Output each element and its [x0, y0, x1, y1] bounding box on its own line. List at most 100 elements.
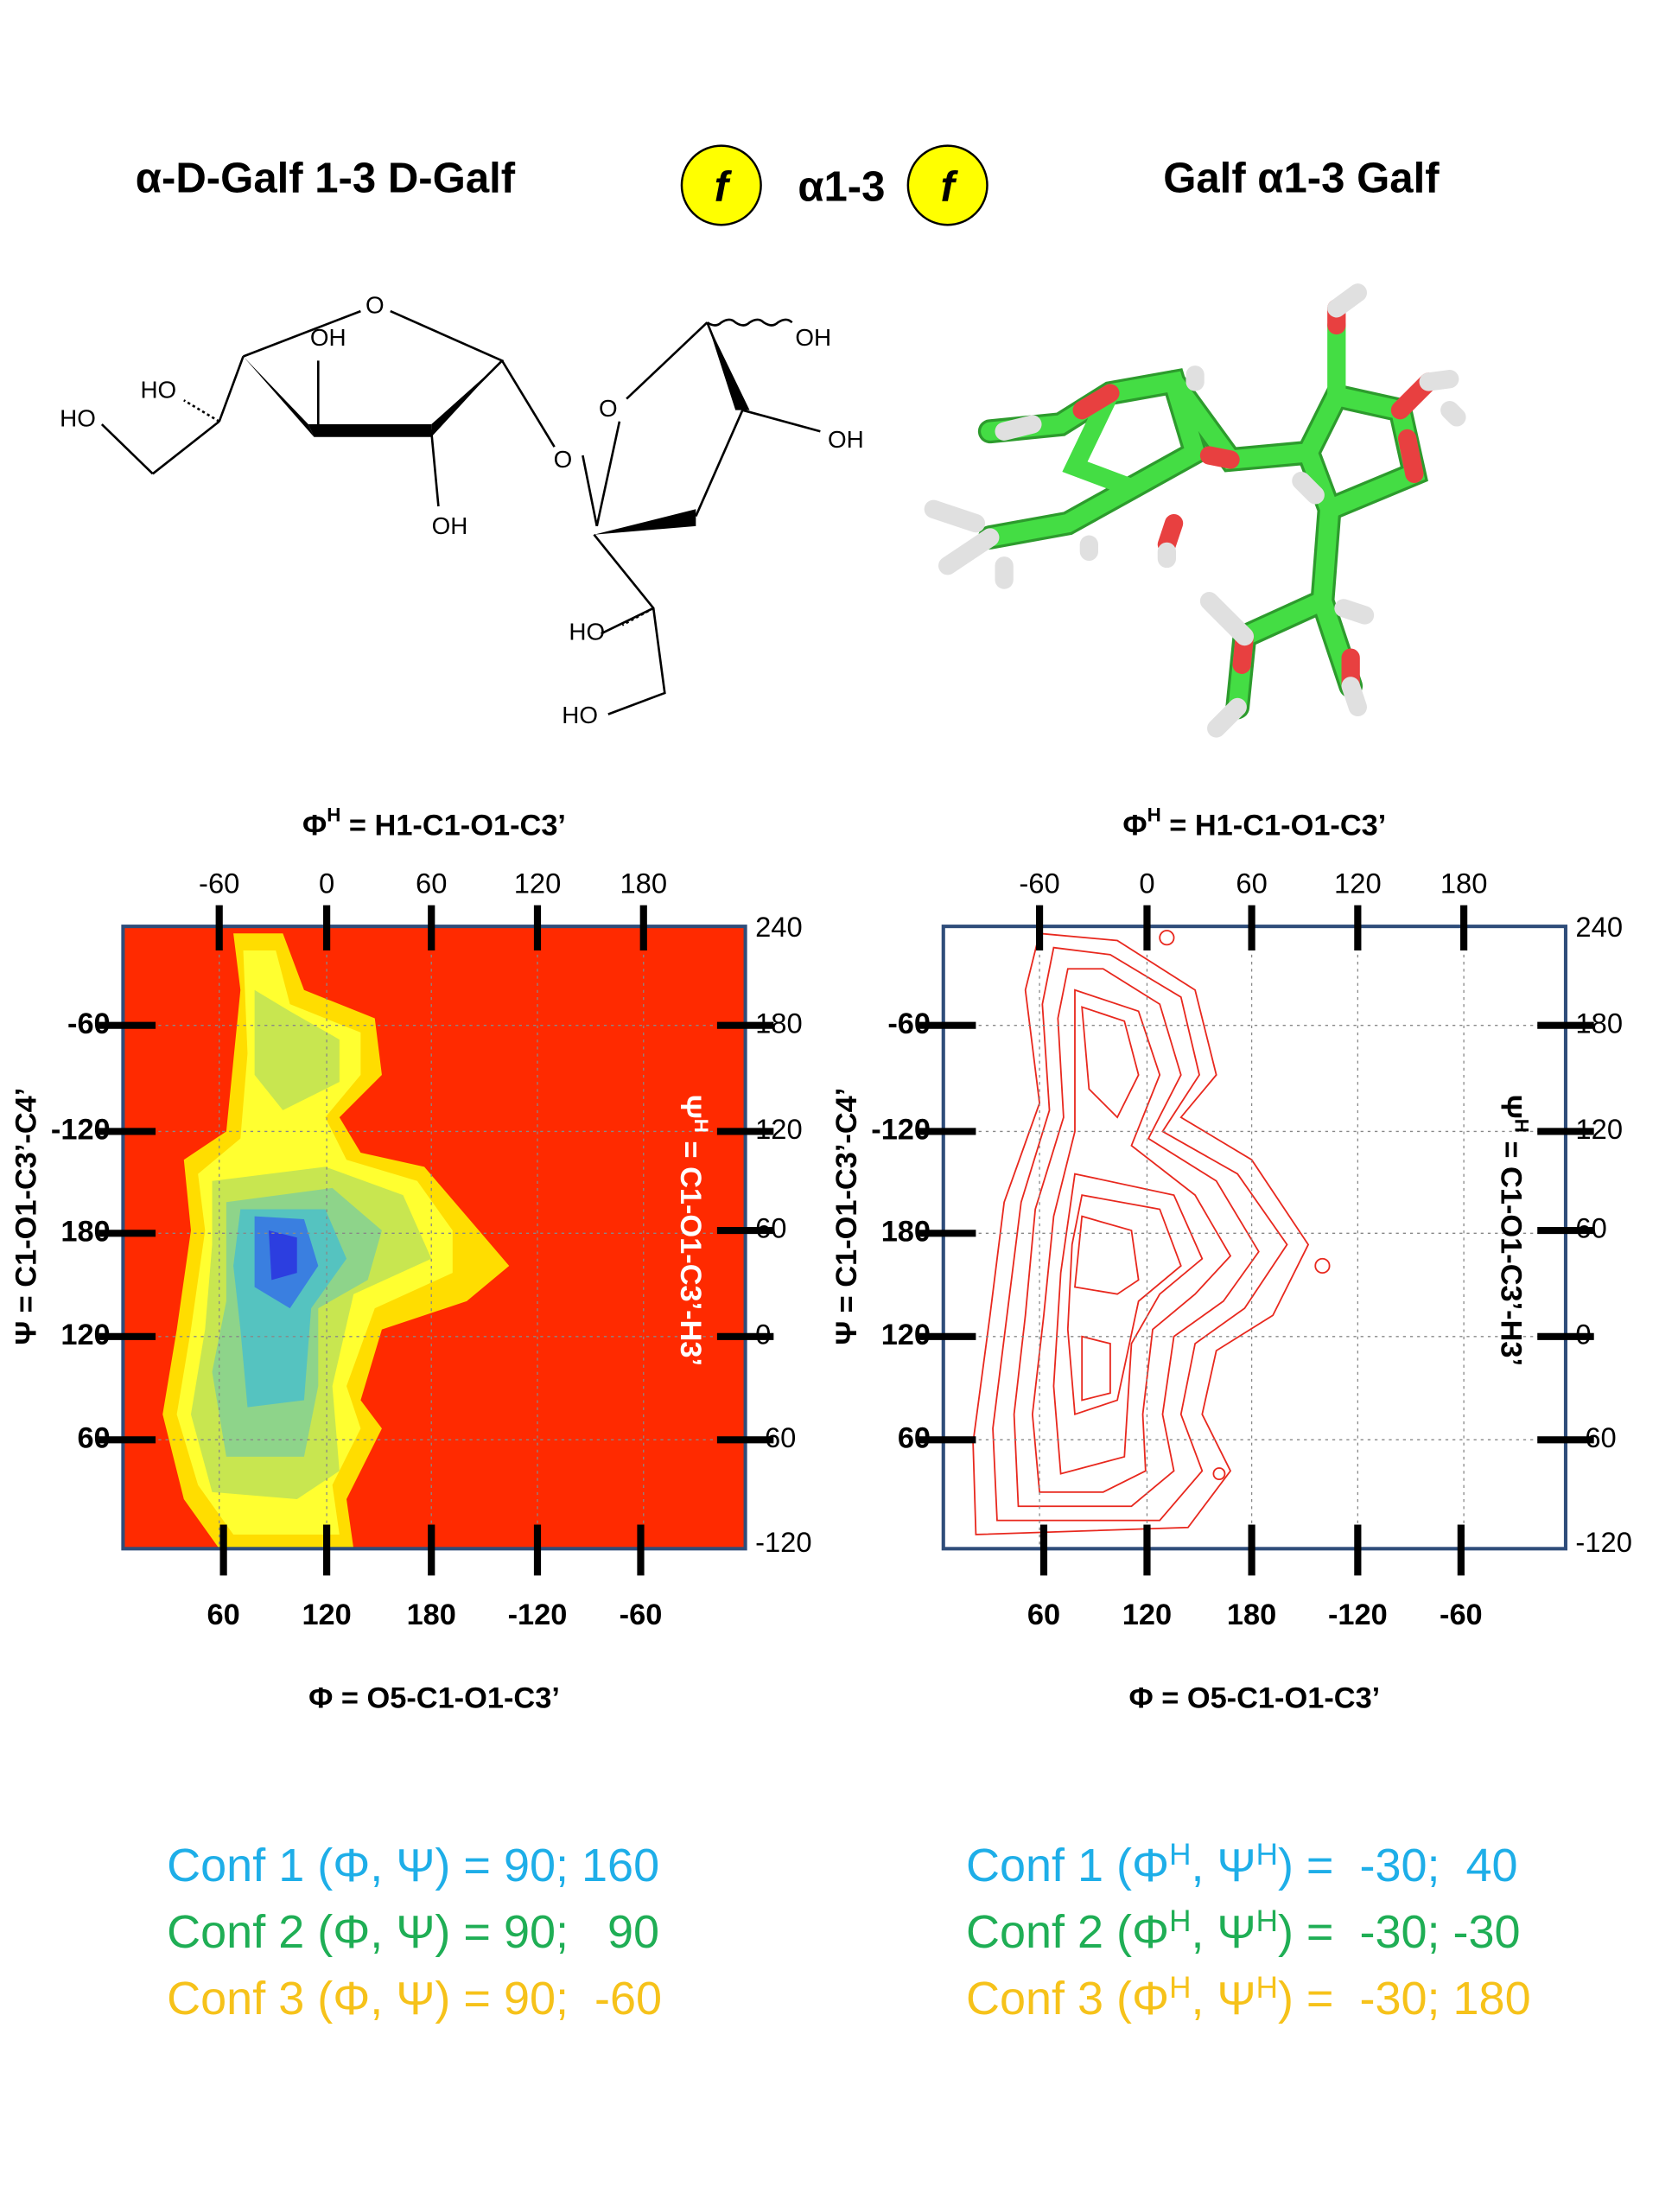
right-tick-label: 120 — [1575, 1113, 1623, 1145]
conformation-line: Conf 1 (ΦH, ΨH) = -30; 40 — [966, 1837, 1518, 1891]
atom-label: O — [599, 395, 618, 422]
atom-label: O — [365, 292, 385, 319]
top-tick-label: -60 — [199, 867, 239, 899]
right-tick-label: 0 — [1575, 1318, 1591, 1350]
conformation-line-part: , Ψ — [1191, 1973, 1255, 2024]
conformation-line: Conf 1 (Φ, Ψ) = 90; 160 — [167, 1840, 659, 1891]
plot: -60 0 60 120 180 60 120 180 -120 -60 -60 -120 180 120… — [830, 804, 1632, 1715]
right-tick-label: 180 — [755, 1007, 803, 1039]
left-tick-label: -120 — [871, 1114, 931, 1147]
conformation-line-part: , Ψ — [1191, 1840, 1255, 1891]
atom-label: OH — [795, 324, 831, 351]
symbol-label: f — [715, 163, 733, 210]
right-axis-label-part: = C1-O1-C3’-H3’ — [1494, 1133, 1527, 1366]
conformation-line-part: Conf 3 (Φ, Ψ) = 90; -60 — [167, 1973, 662, 2024]
symbol-label: f — [940, 163, 958, 210]
top-axis-label: ΦH = H1-C1-O1-C3’ — [302, 804, 566, 842]
conformation-line-part: Conf 1 (Φ, Ψ) = 90; 160 — [167, 1840, 659, 1891]
right-axis-label: ΨH = C1-O1-C3’-H3’ — [674, 1095, 712, 1366]
conformation-line-part: , Ψ — [1191, 1906, 1255, 1958]
conformation-line: Conf 3 (ΦH, ΨH) = -30; 180 — [966, 1970, 1531, 2024]
top-tick-label: 120 — [1334, 867, 1382, 899]
bottom-tick-label: 120 — [302, 1599, 351, 1631]
bottom-tick-label: 120 — [1122, 1599, 1172, 1631]
atom-label: OH — [310, 324, 346, 351]
top-tick-label: -60 — [1019, 867, 1059, 899]
top-axis-label-part: Φ — [1122, 810, 1147, 842]
title-right: Galf α1-3 Galf — [1163, 156, 1440, 202]
heatmap — [123, 926, 746, 1549]
title-left: α-D-Galf 1-3 D-Galf — [136, 156, 516, 202]
top-tick-label: 60 — [1236, 867, 1267, 899]
left-axis-label-part: Ψ = C1-O1-C3’-C4’ — [830, 1088, 863, 1345]
left-axis-label: Ψ = C1-O1-C3’-C4’ — [10, 1088, 43, 1345]
top-tick-label: 180 — [620, 867, 667, 899]
conformation-line-part: Conf 1 (Φ — [966, 1840, 1169, 1891]
contour-map — [972, 930, 1331, 1535]
left-tick-label: 180 — [60, 1215, 110, 1248]
right-axis-label: ΨH = C1-O1-C3’-H3’ — [1494, 1095, 1532, 1366]
right-tick-label: 180 — [1575, 1007, 1623, 1039]
conformation-line-part: Conf 2 (Φ, Ψ) = 90; 90 — [167, 1906, 659, 1958]
bottom-tick-label: 180 — [1227, 1599, 1276, 1631]
conformation-line-part: ) = -30; 180 — [1278, 1973, 1531, 2024]
atom-label: HO — [140, 377, 176, 404]
left-axis-label-part: Ψ = C1-O1-C3’-C4’ — [10, 1088, 43, 1345]
conformation-line-part: H — [1256, 1904, 1278, 1937]
top-tick-label: 60 — [416, 867, 447, 899]
top-tick-label: 0 — [319, 867, 334, 899]
right-axis-label-part: = C1-O1-C3’-H3’ — [674, 1133, 707, 1366]
bottom-axis-label-part: Φ = O5-C1-O1-C3’ — [308, 1682, 560, 1715]
left-axis-label: Ψ = C1-O1-C3’-C4’ — [830, 1088, 863, 1345]
bottom-tick-label: -60 — [1440, 1599, 1483, 1631]
conformation-line: Conf 2 (ΦH, ΨH) = -30; -30 — [966, 1904, 1521, 1958]
atom-label: HO — [60, 404, 96, 431]
conformation-line-part: H — [1169, 1904, 1191, 1937]
top-axis-label-part: = H1-C1-O1-C3’ — [340, 810, 566, 842]
left-tick-label: 120 — [60, 1319, 110, 1351]
right-tick-label: 0 — [755, 1318, 771, 1350]
right-tick-label: -120 — [755, 1526, 812, 1558]
conformation-line-part: H — [1169, 1970, 1191, 2004]
bottom-axis-label: Φ = O5-C1-O1-C3’ — [308, 1682, 560, 1715]
left-tick-label: 60 — [77, 1421, 110, 1454]
bottom-tick-label: -120 — [508, 1599, 568, 1631]
right-tick-label: 60 — [1575, 1212, 1606, 1244]
left-tick-label: -60 — [67, 1007, 111, 1040]
linkage: α1-3 — [798, 163, 885, 210]
left-tick-label: 120 — [881, 1319, 931, 1351]
atom-label: OH — [432, 512, 468, 539]
right-tick-label: 120 — [755, 1113, 803, 1145]
bottom-tick-label: 60 — [1027, 1599, 1060, 1631]
top-axis-label-part: H — [1147, 804, 1161, 826]
right-axis-label-part: Ψ — [674, 1095, 707, 1119]
right-axis-label-part: H — [1510, 1119, 1532, 1133]
atom-label: HO — [562, 702, 598, 728]
conformations: Conf 1 (Φ, Ψ) = 90; 160 Conf 2 (Φ, Ψ) = 9… — [167, 1837, 1530, 2024]
conformation-line-part: H — [1256, 1970, 1278, 2004]
right-tick-label: -60 — [1575, 1421, 1616, 1453]
galf-symbol — [906, 144, 988, 226]
left-tick-label: 180 — [881, 1215, 931, 1248]
left-tick-label: -120 — [51, 1114, 111, 1147]
bottom-tick-label: 180 — [407, 1599, 456, 1631]
conformation-line-part: ) = -30; -30 — [1278, 1906, 1521, 1958]
conformation-line-part: ) = -30; 40 — [1278, 1840, 1518, 1891]
plots: -60 0 60 120 180 60 120 180 -120 -60 -60 -120 180 120… — [10, 804, 1632, 1715]
conformation-line: Conf 2 (Φ, Ψ) = 90; 90 — [167, 1906, 659, 1958]
plot: -60 0 60 120 180 60 120 180 -120 -60 -60 -120 180 120… — [10, 804, 812, 1715]
bottom-tick-label: -120 — [1328, 1599, 1388, 1631]
atom-label: O — [554, 446, 573, 473]
conformation-line-part: H — [1169, 1837, 1191, 1871]
right-tick-label: 240 — [755, 911, 803, 943]
bottom-axis-label-part: Φ = O5-C1-O1-C3’ — [1128, 1682, 1380, 1715]
top-axis-label-part: = H1-C1-O1-C3’ — [1161, 810, 1387, 842]
stick-model — [924, 283, 1466, 738]
right-axis-label-part: Ψ — [1494, 1095, 1527, 1119]
bottom-tick-label: 60 — [207, 1599, 240, 1631]
left-tick-label: 60 — [898, 1421, 931, 1454]
top-axis-label-part: Φ — [302, 810, 327, 842]
atom-label: OH — [828, 426, 864, 453]
